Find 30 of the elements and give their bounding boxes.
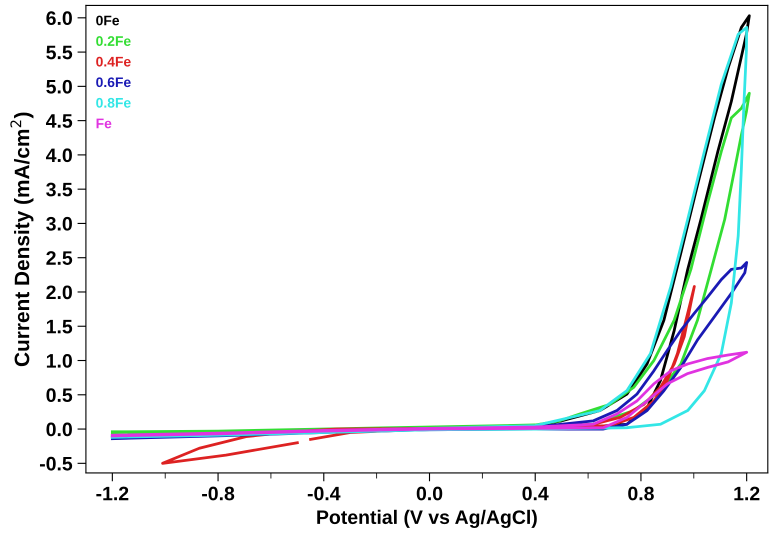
- text: 0.6Fe: [96, 77, 131, 88]
- y-tick-label: 3.0: [46, 216, 72, 231]
- x-tick-label: -0.4: [308, 486, 340, 500]
- text: 0.8Fe: [96, 98, 131, 108]
- y-tick-label: 2.5: [46, 251, 72, 265]
- y-tick-label: 0.5: [46, 388, 72, 402]
- y-tick-label: 6.0: [46, 11, 72, 26]
- y-tick-label: 2.0: [46, 285, 72, 300]
- x-axis-title: Potential (V vs Ag/AgCl): [317, 510, 537, 528]
- x-tick-label: -0.8: [202, 486, 234, 500]
- y-tick-label: 4.5: [46, 114, 72, 128]
- line-series: [110, 350, 748, 438]
- y-tick-label: 3.5: [46, 182, 72, 196]
- y-tick-label: 1.5: [46, 320, 72, 334]
- x-tick-label: 0.4: [522, 486, 549, 500]
- y-tick-label: 5.0: [46, 80, 72, 94]
- y-tick-label: 4.0: [46, 148, 72, 162]
- x-tick-label: 1.2: [734, 486, 760, 500]
- text: 0.4Fe: [96, 56, 131, 67]
- text: 0Fe: [96, 16, 120, 26]
- y-axis-title: Current Density (mA/cm$^{2}$): [10, 112, 34, 366]
- y-tick-label: 1.0: [46, 354, 72, 368]
- x-tick-label: -1.2: [96, 486, 128, 500]
- y-tick-label: 5.5: [46, 46, 72, 60]
- x-tick-label: 0.0: [416, 486, 442, 500]
- text: 0.2Fe: [96, 36, 131, 46]
- text: Fe: [96, 118, 112, 128]
- y-tick-label: 0.0: [46, 422, 72, 436]
- x-tick-label: 0.8: [628, 486, 654, 500]
- y-tick-label: -0.5: [40, 456, 72, 471]
